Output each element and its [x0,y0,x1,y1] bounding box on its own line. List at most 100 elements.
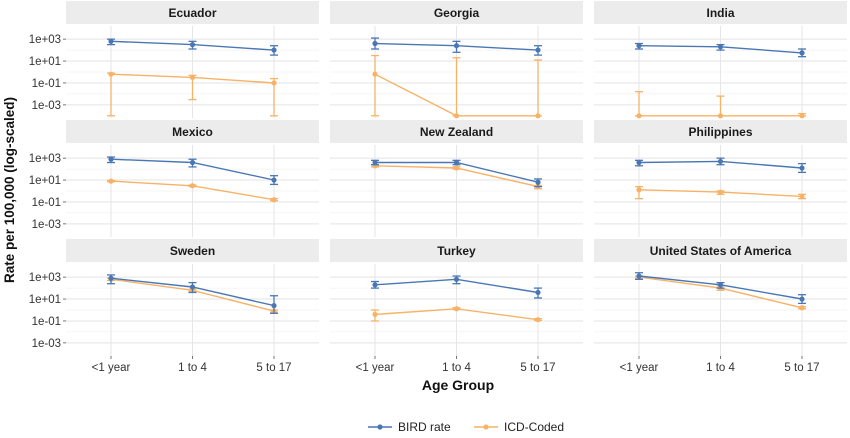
data-point [535,179,541,185]
data-point [189,74,196,81]
facet-strip [594,120,847,143]
series-bird-rate [371,37,542,56]
series-bird-rate [635,42,806,58]
panel-united-states-of-america: United States of America <1 year 1 to 4 5 t… [594,239,847,374]
y-tick-label: 1e+01 [29,175,61,187]
data-point [799,305,805,311]
data-point [372,282,378,288]
y-axis-title: Rate per 100,000 (log-scaled) [2,97,17,283]
data-point [189,284,196,290]
data-point [271,47,277,53]
facet-title: Georgia [434,6,480,20]
legend-label: ICD-Coded [504,420,564,433]
facet-strip [66,1,319,24]
panel-georgia: Georgia [330,1,583,119]
panel-philippines: Philippines [594,120,847,237]
data-point [372,71,378,77]
y-tick-label: 1e+03 [29,153,61,165]
data-point [799,113,805,119]
data-point [636,113,642,119]
x-tick-label: 1 to 4 [706,362,735,374]
data-point [453,113,460,119]
data-point [717,158,724,165]
panel-sweden: Sweden 1e-03 1e-01 1e+01 1e+03 <1 year 1 to 4 5… [29,239,319,374]
data-point [453,165,460,171]
facet-strip [330,1,583,24]
data-point [271,197,277,203]
y-tick-label: 1e-03 [32,100,61,112]
x-tick-label: 5 to 17 [520,362,555,374]
y-tick-label: 1e+03 [29,34,61,46]
x-tick-label: 1 to 4 [442,362,471,374]
data-point [636,187,642,193]
data-point [453,306,460,312]
panel-mexico: Mexico 1e-03 1e-01 1e+01 1e+03 [29,120,319,237]
series-bird-rate [107,38,278,56]
data-point [453,43,460,49]
legend: BIRD rate ICD-Coded [368,420,564,434]
data-point [799,165,805,171]
x-tick-label: 1 to 4 [178,362,207,374]
facet-title: United States of America [650,244,792,258]
panel-india: India [594,1,847,119]
data-point [636,43,642,49]
facet-title: New Zealand [420,125,493,139]
facet-title: Philippines [688,125,752,139]
data-point [108,178,114,184]
data-point [271,303,277,309]
data-point [799,296,805,302]
series-bird-rate [371,275,542,299]
panel-ecuador: Ecuador 1e-03 1e-01 1e+01 1e+03 [29,1,319,118]
data-point [535,113,541,119]
facet-title: India [706,6,734,20]
data-point [453,159,460,166]
facet-strip [330,239,583,262]
series-bird-rate [107,156,278,186]
legend-label: BIRD rate [398,420,451,433]
facet-strip [66,120,319,143]
facet-strip [594,1,847,24]
data-point [799,193,805,200]
series-bird-rate [635,272,806,305]
legend-swatch-point [483,424,489,430]
y-tick-label: 1e-01 [32,78,61,90]
legend-swatch-point [377,424,383,430]
series-bird-rate [635,157,806,174]
y-tick-label: 1e-01 [32,197,61,209]
data-point [271,80,277,86]
x-tick-label: 5 to 17 [256,362,291,374]
panel-turkey: Turkey <1 year 1 to 4 5 to 17 [330,239,583,374]
series-icd-coded [107,71,278,117]
facet-title: Turkey [437,244,476,258]
facet-strip [330,120,583,143]
data-point [535,317,541,323]
y-tick-label: 1e-01 [32,316,61,328]
data-point [189,183,196,189]
data-point [108,71,114,77]
series-bird-rate [371,159,542,188]
series-icd-coded [635,91,806,119]
data-point [535,47,541,53]
data-point [372,159,378,166]
facet-title: Ecuador [168,6,216,20]
series-icd-coded [107,178,278,203]
x-tick-label: 5 to 17 [784,362,819,374]
x-tick-label: <1 year [356,362,395,374]
facet-strip [66,239,319,262]
data-point [108,156,114,162]
y-tick-label: 1e+01 [29,56,61,68]
y-tick-label: 1e-03 [32,338,61,350]
y-tick-label: 1e-03 [32,219,61,231]
data-point [717,113,724,119]
data-point [717,44,724,50]
panel-new-zealand: New Zealand [330,120,583,237]
data-point [636,159,642,166]
data-point [108,38,114,44]
data-point [372,40,378,47]
x-tick-label: <1 year [620,362,659,374]
data-point [189,42,196,48]
data-point [271,177,277,183]
facet-strip [594,239,847,262]
